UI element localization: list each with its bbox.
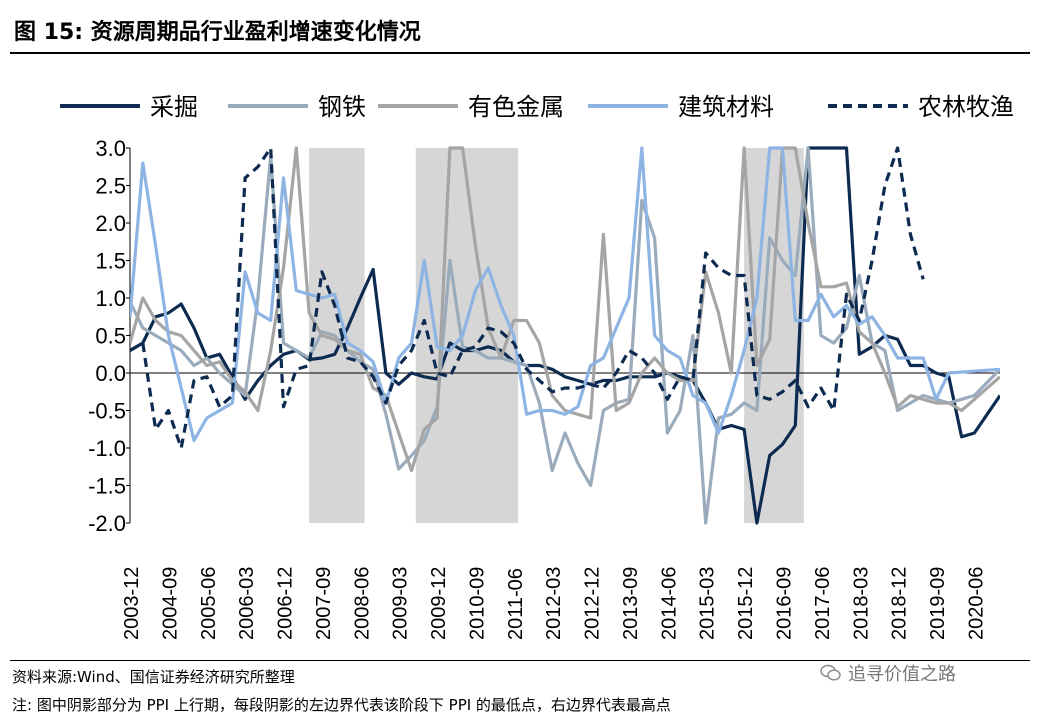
series-line-4 [130, 146, 1000, 443]
x-tick-label: 2007-09 [313, 567, 335, 640]
x-tick-label: 2006-12 [275, 567, 297, 640]
y-tick-label: -0.5 [88, 399, 126, 424]
series-line-3 [130, 146, 1000, 473]
ppi-shade-3 [744, 148, 804, 523]
y-tick-label: 1.0 [95, 286, 126, 311]
x-tick-label: 2009-12 [428, 567, 450, 640]
title-rule [10, 52, 1030, 54]
x-tick-label: 2008-06 [351, 567, 373, 640]
y-tick-label: 2.5 [95, 174, 126, 199]
figure-title: 图 15: 资源周期品行业盈利增速变化情况 [14, 20, 421, 45]
legend-label-4: 建筑材料 [678, 93, 774, 121]
x-tick-label: 2014-06 [658, 567, 680, 640]
line-chart: 采掘 钢铁 有色金属 建筑材料 农林牧渔 -2.0 -1.5 -1.0 -0.5 0.0 0.5 1… [60, 93, 1014, 640]
x-tick-label: 2018-03 [850, 567, 872, 640]
y-tick-label: -1.0 [88, 436, 126, 461]
watermark-text: 追寻价值之路 [848, 664, 956, 685]
series-lines [130, 146, 1000, 525]
y-tick-label: 0.0 [95, 361, 126, 386]
x-tick-label: 2003-12 [121, 567, 143, 640]
ppi-shade-2 [415, 148, 519, 523]
legend-label-3: 有色金属 [468, 93, 564, 121]
y-tick-label: 2.0 [95, 211, 126, 236]
x-tick-label: 2013-09 [620, 567, 642, 640]
x-tick-label: 2016-09 [774, 567, 796, 640]
x-axis-ticks: 2003-12 2004-09 2005-06 2006-03 2006-12 2007-… [121, 567, 987, 640]
x-tick-label: 2012-03 [543, 567, 565, 640]
x-tick-label: 2017-06 [812, 567, 834, 640]
x-tick-label: 2019-09 [927, 567, 949, 640]
shading-note: 注: 图中阴影部分为 PPI 上行期，每段阴影的左边界代表该阶段下 PPI 的最… [12, 696, 671, 714]
x-tick-label: 2005-06 [198, 567, 220, 640]
y-tick-label: -2.0 [88, 511, 126, 536]
legend-label-2: 钢铁 [318, 93, 366, 121]
source-note: 资料来源:Wind、国信证券经济研究所整理 [12, 668, 295, 686]
series-line-1 [130, 146, 1000, 525]
series-line-5 [130, 146, 925, 450]
legend-label-5: 农林牧渔 [918, 93, 1014, 121]
y-axis-ticks: -2.0 -1.5 -1.0 -0.5 0.0 0.5 1.0 1.5 2.0 2.5 3.0 [88, 136, 130, 536]
x-tick-label: 2011-06 [505, 568, 527, 640]
legend-label-1: 采掘 [150, 93, 198, 121]
footer-rule [10, 660, 1030, 661]
x-tick-label: 2018-12 [889, 567, 911, 640]
wechat-icon [820, 664, 841, 681]
watermark: 追寻价值之路 [820, 660, 956, 686]
y-tick-label: -1.5 [88, 474, 126, 499]
y-tick-label: 1.5 [95, 249, 126, 274]
legend: 采掘 钢铁 有色金属 建筑材料 农林牧渔 [60, 93, 1014, 121]
ppi-upswing-shading [309, 148, 804, 523]
series-line-2 [130, 146, 1000, 525]
x-tick-label: 2015-12 [735, 567, 757, 640]
x-tick-label: 2004-09 [159, 567, 181, 640]
x-tick-label: 2020-06 [965, 567, 987, 640]
x-tick-label: 2006-03 [236, 567, 258, 640]
x-tick-label: 2012-12 [582, 567, 604, 640]
y-tick-label: 3.0 [95, 136, 126, 161]
x-tick-label: 2009-03 [390, 567, 412, 640]
y-tick-label: 0.5 [95, 324, 126, 349]
ppi-shade-1 [309, 148, 365, 523]
x-tick-label: 2010-09 [466, 567, 488, 640]
x-tick-label: 2015-03 [697, 567, 719, 640]
